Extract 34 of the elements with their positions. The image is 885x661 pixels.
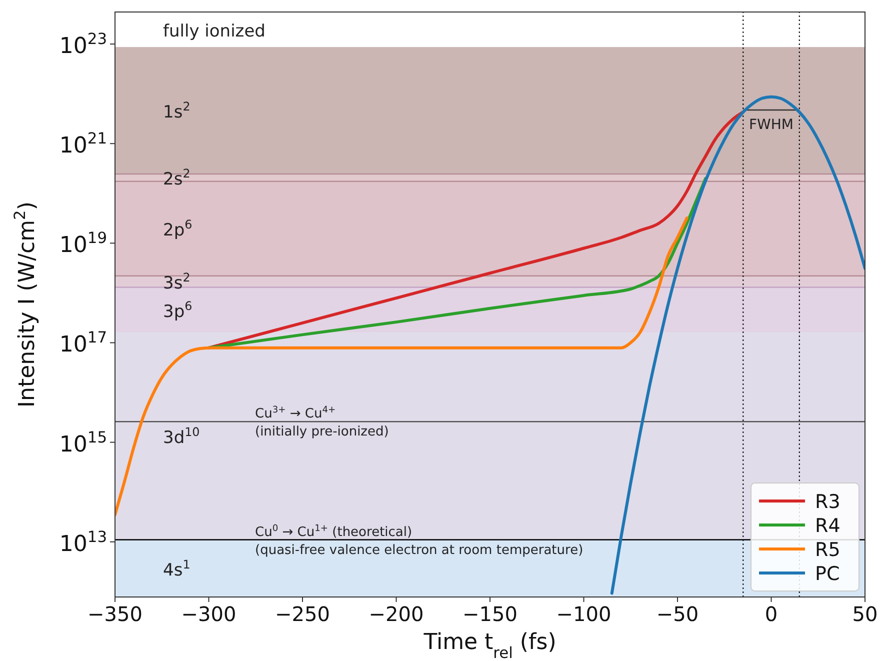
y-tick-label: 10$^{21}$: [59, 130, 107, 159]
band-label: 3d$^{10}$: [163, 425, 200, 448]
x-tick-label: −300: [181, 602, 236, 626]
band-label: 2p$^{6}$: [163, 218, 192, 241]
band-label: 4s$^{1}$: [163, 557, 190, 580]
x-tick-label: −200: [368, 602, 424, 626]
legend-label: R4: [815, 515, 840, 537]
line-series: [207, 176, 708, 350]
x-tick-label: −350: [88, 602, 142, 626]
ref-line-label: Cu$^{3+}$ → Cu$^{4+}$ (initially pre-ionized): [255, 406, 389, 440]
x-tick-label: 50: [852, 602, 878, 626]
y-tick-label: 10$^{17}$: [59, 328, 107, 358]
x-tick-label: −100: [556, 602, 612, 626]
x-axis-title: Time t$_{rel}$ (fs): [422, 630, 556, 661]
y-tick-label: 10$^{23}$: [59, 30, 107, 60]
x-tick-label: −150: [462, 602, 518, 626]
band-label: 3s$^{2}$: [163, 270, 190, 294]
legend-label: R3: [815, 491, 840, 513]
band-label: 1s$^{2}$: [163, 100, 190, 123]
band-label: 3p$^{6}$: [163, 298, 192, 322]
annotation: fully ionized: [163, 22, 266, 42]
y-tick-label: 10$^{13}$: [59, 528, 107, 557]
band-label: 2s$^{2}$: [163, 166, 190, 190]
line-series: [115, 216, 688, 516]
legend-label: R5: [815, 539, 840, 561]
x-tick-label: −50: [656, 602, 699, 626]
y-tick-label: 10$^{15}$: [59, 428, 107, 458]
y-tick-label: 10$^{19}$: [59, 229, 107, 258]
annotation: FWHM: [748, 117, 794, 133]
x-tick-label: 0: [764, 602, 778, 626]
legend-label: PC: [815, 563, 840, 585]
line-series: [610, 95, 865, 595]
x-tick-label: −250: [275, 602, 330, 626]
ref-line-label: Cu$^{0}$ → Cu$^{1+}$ (theoretical) (quasi-free valence electron at room temperature): [255, 524, 584, 558]
